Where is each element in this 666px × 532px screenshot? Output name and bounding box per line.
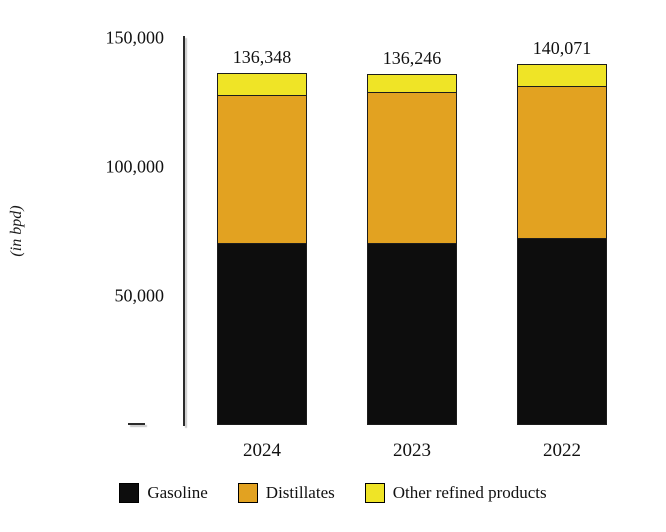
bar-group-2023: 136,246 [367, 38, 457, 425]
legend: Gasoline Distillates Other refined product… [0, 483, 666, 503]
bar-total-label: 136,246 [382, 47, 442, 68]
bar-segment-other-refined-products-2023 [367, 73, 457, 94]
bar-segment-gasoline-2024 [217, 244, 307, 425]
bar-group-2022: 140,071 [517, 38, 607, 425]
y-tick-label-100-000: 100,000 [105, 156, 165, 177]
zero-tick-mark [128, 423, 145, 425]
plot-area: 136,348 136,246 140,071 [185, 38, 647, 425]
bar-total-label: 136,348 [232, 47, 292, 68]
bar-segment-gasoline-2023 [367, 244, 457, 425]
y-axis-line [183, 36, 185, 426]
bar-segment-distillates-2022 [517, 87, 607, 240]
bar-segment-gasoline-2022 [517, 239, 607, 425]
bar-segment-distillates-2023 [367, 93, 457, 245]
bar-group-2024: 136,348 [217, 38, 307, 425]
legend-label-other-refined-products: Other refined products [392, 483, 547, 502]
x-axis-label-2023: 2023 [393, 440, 431, 461]
y-axis-title: (in bpd) [8, 205, 25, 257]
legend-swatch-other-refined-products [364, 483, 385, 503]
legend-swatch-distillates [237, 483, 258, 503]
x-axis-label-2022: 2022 [543, 440, 581, 461]
bar-segment-other-refined-products-2022 [517, 64, 607, 88]
legend-label-distillates: Distillates [265, 483, 335, 502]
y-axis-tick-labels: 150,000 100,000 50,000 [60, 28, 170, 425]
legend-item-gasoline: Gasoline [119, 483, 208, 503]
legend-item-other-refined-products: Other refined products [364, 483, 547, 503]
y-tick-label-150-000: 150,000 [105, 27, 165, 48]
bar-total-label: 140,071 [532, 38, 592, 58]
x-axis-label-2024: 2024 [243, 440, 281, 461]
legend-item-distillates: Distillates [237, 483, 335, 503]
x-axis-labels: 2024 2023 2022 [185, 440, 647, 462]
legend-swatch-gasoline [119, 483, 140, 503]
bar-segment-other-refined-products-2024 [217, 73, 307, 97]
y-tick-label-50-000: 50,000 [114, 285, 165, 306]
bar-segment-distillates-2024 [217, 96, 307, 245]
legend-label-gasoline: Gasoline [147, 483, 208, 502]
